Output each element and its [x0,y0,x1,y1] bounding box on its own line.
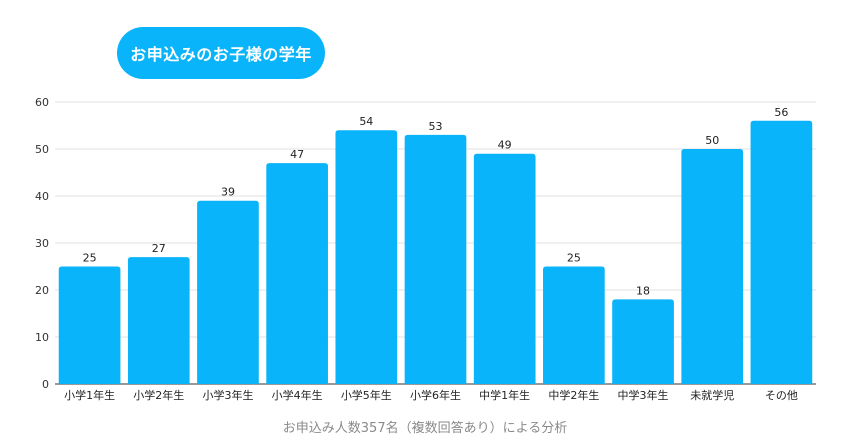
x-tick-label: 小学1年生 [64,388,115,402]
x-tick-label: 中学1年生 [479,388,530,402]
chart-title: お申込みのお子様の学年 [130,45,312,64]
bar [750,120,813,385]
x-tick-label: 小学4年生 [272,388,323,402]
x-tick-label: 中学2年生 [548,388,599,402]
y-tick-label: 40 [35,190,49,203]
x-tick-label: 中学3年生 [618,388,669,402]
y-tick-label: 0 [42,378,49,391]
chart-footnote: お申込み人数357名（複数回答あり）による分析 [282,421,568,436]
bar [197,200,259,384]
data-label: 53 [429,120,443,133]
data-label: 25 [567,252,581,265]
data-label: 25 [83,252,97,265]
bar [612,299,674,384]
bar [58,266,121,384]
bar [127,257,190,384]
bar [266,163,328,384]
data-label: 39 [221,186,235,199]
x-tick-label: 未就学児 [690,388,734,402]
bar [681,149,744,384]
y-tick-label: 60 [35,96,49,109]
bar [404,134,467,384]
data-label: 27 [152,242,166,255]
bar [543,266,605,384]
y-tick-label: 10 [35,331,49,344]
data-label: 50 [705,134,719,147]
data-label: 47 [290,148,304,161]
x-tick-label: 小学6年生 [410,388,461,402]
x-tick-label: その他 [765,389,798,402]
x-tick-label: 小学5年生 [341,388,392,402]
y-tick-label: 50 [35,143,49,156]
bar [473,153,536,384]
x-tick-label: 小学3年生 [202,388,253,402]
y-tick-label: 20 [35,284,49,297]
data-label: 54 [359,115,373,128]
bar-chart: 0 10 20 30 40 50 60 25 小学1年生 27 小学2年生 39 小学3年生 47 小学4年… [35,96,816,402]
chart-title-badge: お申込みのお子様の学年 [117,27,325,79]
data-label: 49 [498,139,512,152]
data-label: 56 [774,106,788,119]
bar [335,130,398,384]
y-tick-label: 30 [35,237,49,250]
data-label: 18 [636,284,650,297]
x-tick-label: 小学2年生 [133,388,184,402]
